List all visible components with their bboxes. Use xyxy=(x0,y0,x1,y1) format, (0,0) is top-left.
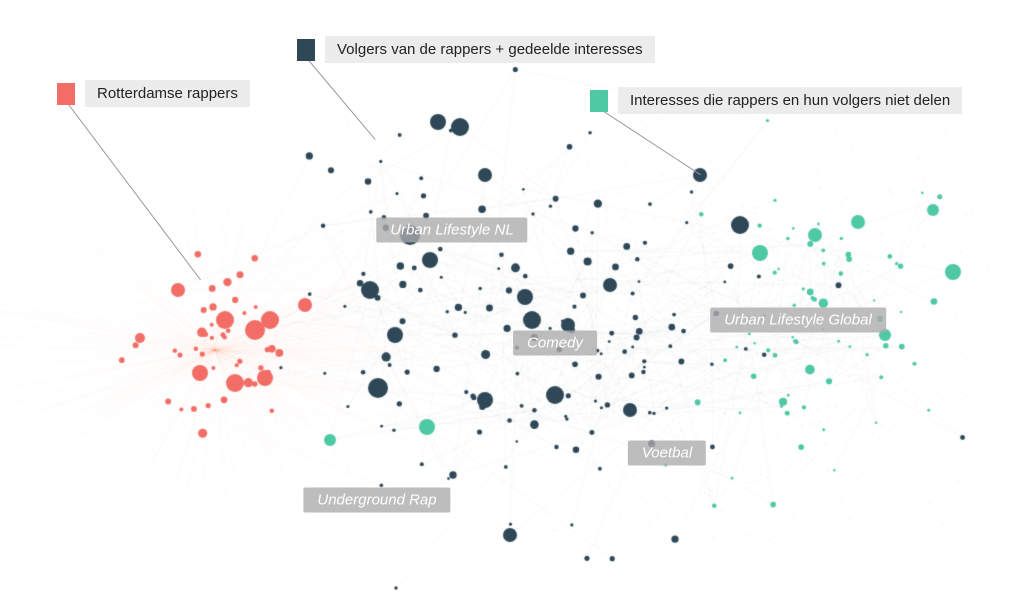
legend-label: Rotterdamse rappers xyxy=(85,80,250,107)
cluster-label: Voetbal xyxy=(628,441,706,466)
legend-label: Volgers van de rappers + gedeelde intere… xyxy=(325,36,655,63)
legend-swatch xyxy=(57,83,75,105)
cluster-label: Urban Lifestyle Global xyxy=(710,308,886,333)
legend-item: Volgers van de rappers + gedeelde intere… xyxy=(297,36,655,63)
legend-item: Interesses die rappers en hun volgers ni… xyxy=(590,87,962,114)
legend-swatch xyxy=(297,39,315,61)
cluster-label: Comedy xyxy=(513,331,597,356)
legend-swatch xyxy=(590,90,608,112)
legend-item: Rotterdamse rappers xyxy=(57,80,250,107)
cluster-label: Urban Lifestyle NL xyxy=(376,218,527,243)
legend-label: Interesses die rappers en hun volgers ni… xyxy=(618,87,962,114)
cluster-label: Underground Rap xyxy=(303,488,450,513)
